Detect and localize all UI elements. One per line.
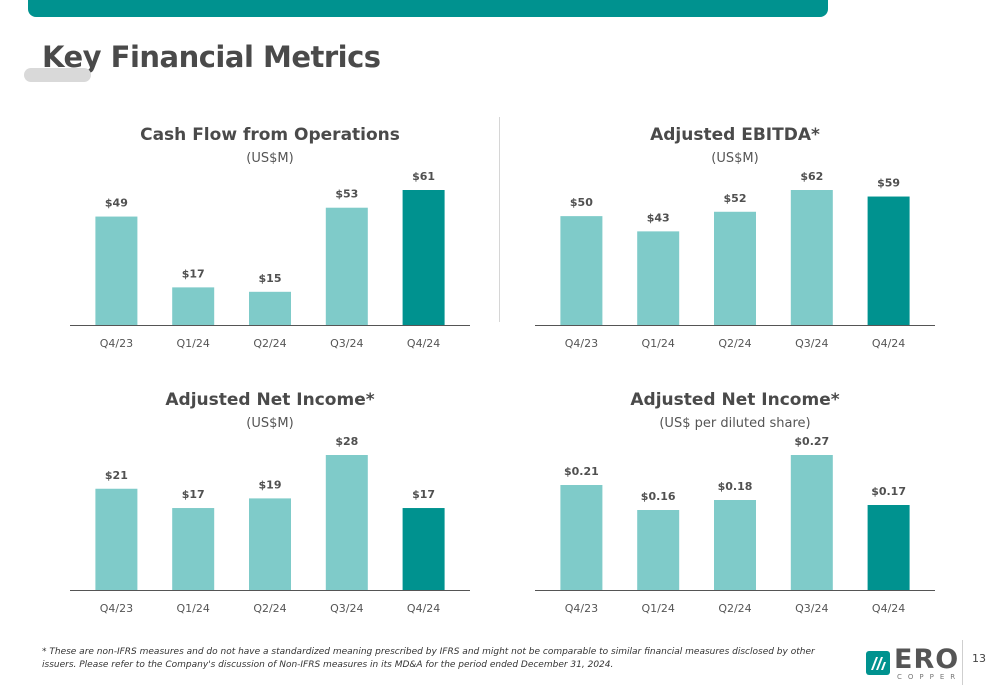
page-number: 13	[972, 652, 986, 665]
bar-q2-24	[714, 211, 756, 325]
chart-subtitle: (US$ per diluted share)	[659, 416, 810, 431]
bar-value-label: $15	[259, 272, 282, 285]
bar-q2-24	[249, 498, 291, 590]
bar-value-label: $61	[412, 170, 435, 183]
x-tick-label: Q2/24	[718, 602, 751, 615]
chart-subtitle: (US$M)	[711, 151, 758, 166]
bar-value-label: $0.21	[564, 465, 599, 478]
x-tick-label: Q3/24	[330, 602, 363, 615]
x-tick-label: Q2/24	[718, 337, 751, 350]
x-tick-label: Q2/24	[253, 337, 286, 350]
x-tick-label: Q4/23	[100, 337, 133, 350]
title-underline-pill	[24, 68, 91, 82]
bar-value-label: $17	[182, 267, 205, 280]
bar-q3-24	[325, 207, 368, 325]
bar-q4-24	[402, 190, 445, 325]
chart-divider	[499, 117, 500, 322]
bar-value-label: $21	[105, 469, 128, 482]
logo-subtext: COPPER	[897, 673, 962, 681]
bar-value-label: $17	[182, 488, 205, 501]
bar-value-label: $0.27	[794, 435, 829, 448]
bar-q4-23	[560, 485, 603, 590]
bar-value-label: $52	[724, 192, 747, 205]
chart-title: Cash Flow from Operations	[140, 125, 400, 145]
x-tick-label: Q4/24	[407, 337, 440, 350]
chart-title: Adjusted Net Income*	[630, 390, 839, 410]
bar-q1-24	[637, 510, 680, 590]
chart-title: Adjusted EBITDA*	[650, 125, 820, 145]
x-tick-label: Q4/24	[872, 337, 905, 350]
bar-q4-23	[95, 216, 138, 325]
bar-value-label: $19	[259, 478, 282, 491]
bar-q3-24	[790, 455, 833, 590]
x-tick-label: Q2/24	[253, 602, 286, 615]
x-tick-label: Q4/23	[100, 602, 133, 615]
bar-value-label: $0.17	[871, 485, 906, 498]
top-accent-bar	[28, 0, 828, 17]
x-tick-label: Q4/23	[565, 602, 598, 615]
bar-q1-24	[637, 231, 680, 325]
x-tick-label: Q4/24	[872, 602, 905, 615]
bar-value-label: $50	[570, 196, 593, 209]
bar-value-label: $28	[335, 435, 358, 448]
chart-adjusted-net-income-per-share: Adjusted Net Income* (US$ per diluted sha…	[535, 390, 935, 615]
footnote: * These are non-IFRS measures and do not…	[42, 647, 815, 670]
chart-adjusted-ebitda: Adjusted EBITDA* (US$M) $50 Q4/23 $43 Q1/24 $5…	[535, 125, 935, 350]
bar-value-label: $62	[800, 170, 823, 183]
bar-q4-24	[867, 196, 910, 325]
bar-value-label: $49	[105, 197, 128, 210]
x-tick-label: Q3/24	[795, 337, 828, 350]
bar-q2-24	[714, 500, 756, 590]
bar-q3-24	[790, 190, 833, 325]
bar-q4-23	[95, 488, 138, 590]
logo-text: ERO	[894, 644, 960, 675]
bar-value-label: $0.16	[641, 490, 676, 503]
bar-q4-24	[867, 505, 910, 590]
bar-value-label: $0.18	[718, 480, 753, 493]
chart-subtitle: (US$M)	[246, 416, 293, 431]
x-tick-label: Q4/23	[565, 337, 598, 350]
x-tick-label: Q1/24	[177, 337, 210, 350]
ero-copper-logo: ERO COPPER	[866, 644, 962, 685]
bar-value-label: $43	[647, 211, 670, 224]
chart-title: Adjusted Net Income*	[165, 390, 374, 410]
chart-cash-flow: Cash Flow from Operations (US$M) $49 Q4/23 $…	[70, 125, 470, 350]
x-tick-label: Q4/24	[407, 602, 440, 615]
bar-q3-24	[325, 455, 368, 590]
bar-value-label: $59	[877, 177, 900, 190]
ero-copper-logo-icon	[866, 651, 890, 675]
bar-q1-24	[172, 508, 215, 590]
bar-q1-24	[172, 287, 215, 325]
chart-adjusted-net-income: Adjusted Net Income* (US$M) $21 Q4/23 $17 Q1/…	[70, 390, 470, 615]
bar-value-label: $17	[412, 488, 435, 501]
x-tick-label: Q1/24	[642, 602, 675, 615]
bar-value-label: $53	[335, 188, 358, 201]
page-title: Key Financial Metrics	[42, 40, 381, 74]
x-tick-label: Q3/24	[330, 337, 363, 350]
x-tick-label: Q1/24	[177, 602, 210, 615]
x-tick-label: Q1/24	[642, 337, 675, 350]
logo-divider	[962, 640, 963, 685]
chart-subtitle: (US$M)	[246, 151, 293, 166]
bar-q4-24	[402, 508, 445, 590]
bar-q4-23	[560, 216, 603, 325]
x-tick-label: Q3/24	[795, 602, 828, 615]
bar-q2-24	[249, 291, 291, 325]
